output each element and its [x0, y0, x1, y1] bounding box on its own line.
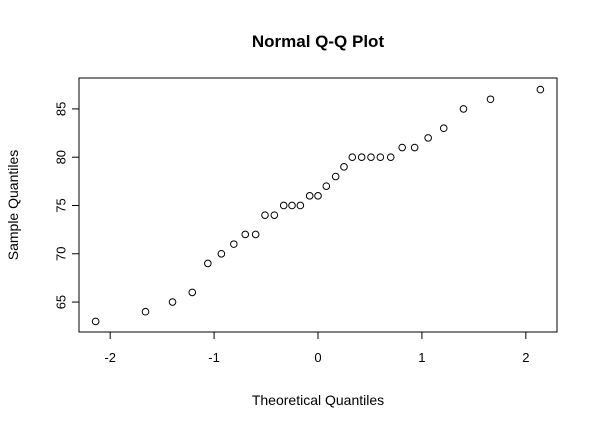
data-point [410, 143, 419, 152]
data-point [367, 153, 375, 161]
data-point [204, 259, 212, 268]
x-tick-label: 1 [418, 350, 425, 365]
data-point [91, 317, 100, 326]
data-point [241, 230, 250, 239]
y-tick-label: 85 [54, 102, 69, 116]
data-point [357, 153, 366, 161]
data-points [91, 85, 545, 326]
chart-title: Normal Q-Q Plot [252, 32, 385, 51]
data-point [279, 201, 288, 210]
data-point [376, 153, 385, 161]
data-point [270, 211, 279, 219]
plot-frame [78, 77, 558, 333]
y-tick-label: 80 [53, 150, 68, 164]
x-tick-label: -2 [104, 350, 116, 365]
data-point [188, 288, 197, 297]
y-axis: 65 70 75 80 85 [53, 102, 80, 309]
data-point [340, 163, 348, 171]
data-point [168, 298, 177, 306]
data-point [296, 201, 305, 210]
data-point [424, 134, 432, 142]
data-point [217, 249, 226, 258]
data-point [486, 95, 495, 104]
data-point [439, 124, 448, 133]
data-point [459, 105, 468, 113]
data-point [230, 240, 238, 248]
x-tick-label: 0 [314, 350, 321, 365]
data-point [398, 143, 406, 152]
data-point [288, 201, 296, 210]
y-axis-label: Sample Quantiles [5, 150, 21, 261]
x-tick-label: -1 [208, 350, 220, 365]
data-point [141, 307, 150, 316]
data-point [305, 192, 314, 200]
data-point [386, 153, 395, 161]
y-tick-label: 75 [54, 198, 69, 212]
y-tick-label: 70 [54, 247, 69, 261]
data-point [348, 153, 357, 161]
data-point [536, 85, 545, 94]
x-tick-label: 2 [522, 350, 529, 365]
x-axis: -2 -1 0 1 2 [104, 331, 529, 365]
data-point [322, 182, 331, 190]
data-point [331, 172, 340, 181]
data-point [251, 230, 260, 239]
x-axis-label: Theoretical Quantiles [252, 392, 384, 408]
y-tick-label: 65 [54, 295, 69, 309]
data-point [314, 192, 322, 200]
data-point [261, 211, 269, 219]
